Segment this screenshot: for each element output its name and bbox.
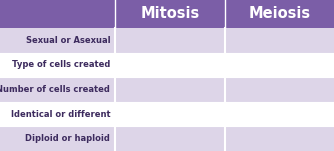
Bar <box>0 28 334 53</box>
Bar <box>115 0 225 28</box>
Bar <box>0 77 334 102</box>
Text: Sexual or Asexual: Sexual or Asexual <box>26 36 110 45</box>
Text: Type of cells created: Type of cells created <box>12 60 110 69</box>
Text: Identical or different: Identical or different <box>11 110 110 119</box>
Text: Diploid or haploid: Diploid or haploid <box>25 134 110 143</box>
Bar <box>0 0 115 28</box>
Bar <box>0 102 334 126</box>
Bar <box>225 0 334 28</box>
Bar <box>0 53 334 77</box>
Bar <box>0 126 334 151</box>
Text: Meiosis: Meiosis <box>248 6 311 21</box>
Text: Mitosis: Mitosis <box>140 6 200 21</box>
Text: Number of cells created: Number of cells created <box>0 85 110 94</box>
